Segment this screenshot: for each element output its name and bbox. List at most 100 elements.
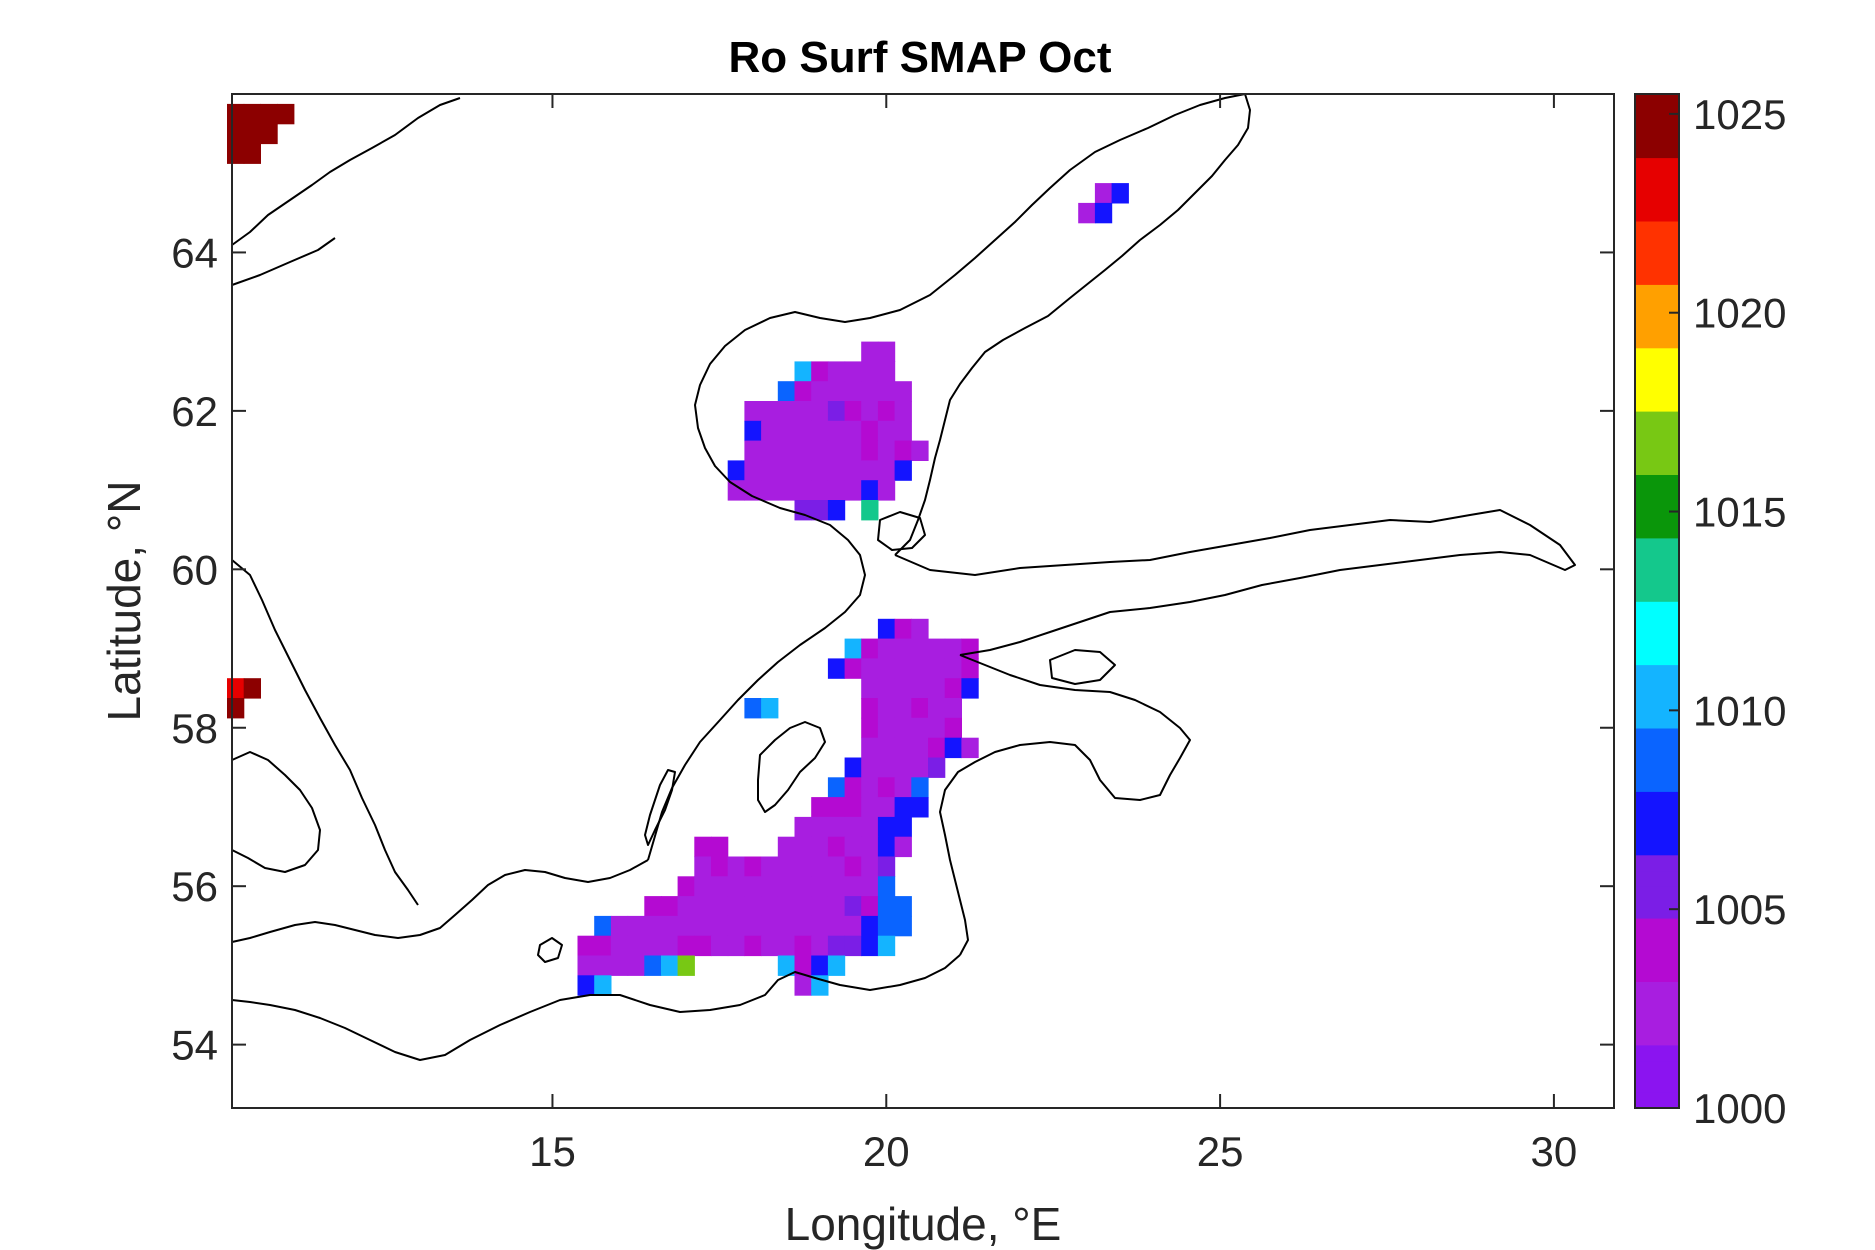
data-cell <box>811 440 829 461</box>
colorbar-tick-label: 1000 <box>1693 1085 1786 1132</box>
data-cell <box>610 935 629 957</box>
data-cell <box>794 381 812 402</box>
data-cell <box>777 856 796 877</box>
data-cell <box>827 935 846 957</box>
data-cell <box>877 876 896 897</box>
data-cell <box>627 955 645 976</box>
colorbar-band <box>1635 157 1679 174</box>
data-cell <box>1094 202 1113 224</box>
data-cell <box>844 816 862 838</box>
data-cell <box>761 460 779 481</box>
data-cell <box>827 460 846 481</box>
data-cell <box>811 876 829 897</box>
data-cell <box>610 955 629 976</box>
data-cell <box>911 618 929 640</box>
data-cell <box>894 757 912 778</box>
data-cell <box>861 717 879 739</box>
data-cell <box>677 935 695 957</box>
colorbar-band <box>1635 807 1679 824</box>
data-cell <box>794 361 812 382</box>
data-cell <box>894 816 912 838</box>
colorbar-frame <box>1634 93 1680 1109</box>
data-cell <box>644 955 662 976</box>
data-cell <box>911 698 929 719</box>
colorbar-band <box>1635 854 1679 872</box>
data-cell <box>711 915 729 937</box>
colorbar-band <box>1635 1092 1679 1109</box>
data-cell <box>794 440 812 461</box>
data-cell <box>694 856 712 877</box>
data-cell <box>794 975 812 996</box>
colorbar-band <box>1635 1076 1679 1093</box>
colorbar-band <box>1635 94 1679 111</box>
data-cell <box>861 401 879 422</box>
data-cell <box>844 440 862 461</box>
data-cell <box>877 896 896 917</box>
data-cell <box>877 361 896 382</box>
colorbar-band <box>1635 711 1679 729</box>
data-cell <box>911 757 929 778</box>
data-cell <box>911 797 929 818</box>
colorbar-tick-label: 1020 <box>1693 290 1786 337</box>
data-cell <box>761 856 779 877</box>
data-cell <box>877 777 896 798</box>
data-cell <box>243 678 261 699</box>
data-cell <box>677 915 695 937</box>
data-cell <box>744 896 762 917</box>
data-cell <box>894 440 912 461</box>
data-cell <box>761 440 779 461</box>
data-cell <box>877 401 896 422</box>
colorbar-band <box>1635 601 1679 618</box>
data-cell <box>928 658 946 679</box>
data-cell <box>811 935 829 957</box>
plot-frame <box>231 93 1615 1109</box>
data-cell <box>861 638 879 659</box>
colorbar-band <box>1635 569 1679 586</box>
colorbar-band <box>1635 252 1679 269</box>
data-cell <box>861 797 879 818</box>
data-cell <box>777 401 796 422</box>
data-cell <box>811 896 829 917</box>
colorbar-band <box>1635 236 1679 254</box>
colorbar-band <box>1635 727 1679 745</box>
data-cell <box>827 777 846 798</box>
data-cell <box>911 678 929 699</box>
data-cell <box>877 757 896 778</box>
colorbar-band <box>1635 125 1679 143</box>
data-cell <box>794 420 812 442</box>
data-cell <box>761 480 779 501</box>
data-cell <box>694 935 712 957</box>
data-cell <box>861 757 879 778</box>
data-cell <box>861 480 879 501</box>
colorbar-band <box>1635 648 1679 666</box>
colorbar-band <box>1635 300 1679 317</box>
colorbar-band <box>1635 775 1679 792</box>
data-cell <box>844 361 862 382</box>
x-tick-label: 15 <box>529 1128 576 1175</box>
colorbar-band <box>1635 965 1679 982</box>
data-cell <box>894 896 912 917</box>
data-cell <box>944 698 962 719</box>
data-cell <box>877 618 896 640</box>
y-tick-label: 60 <box>171 546 218 593</box>
data-cell <box>877 698 896 719</box>
data-cell <box>811 420 829 442</box>
colorbar-band <box>1635 1028 1679 1046</box>
data-cell <box>844 856 862 877</box>
data-cell <box>227 143 245 164</box>
data-cell <box>861 836 879 858</box>
data-cell <box>661 955 679 976</box>
data-cell <box>727 915 745 937</box>
data-cell <box>944 678 962 699</box>
colorbar-band <box>1635 949 1679 967</box>
data-cell <box>777 955 796 976</box>
data-cell <box>661 915 679 937</box>
data-cell <box>877 935 896 957</box>
data-cell <box>677 955 695 976</box>
data-cell <box>844 797 862 818</box>
data-cell <box>777 876 796 897</box>
data-cell <box>777 440 796 461</box>
data-cell <box>861 658 879 679</box>
colorbar-tick-label: 1025 <box>1693 91 1786 138</box>
